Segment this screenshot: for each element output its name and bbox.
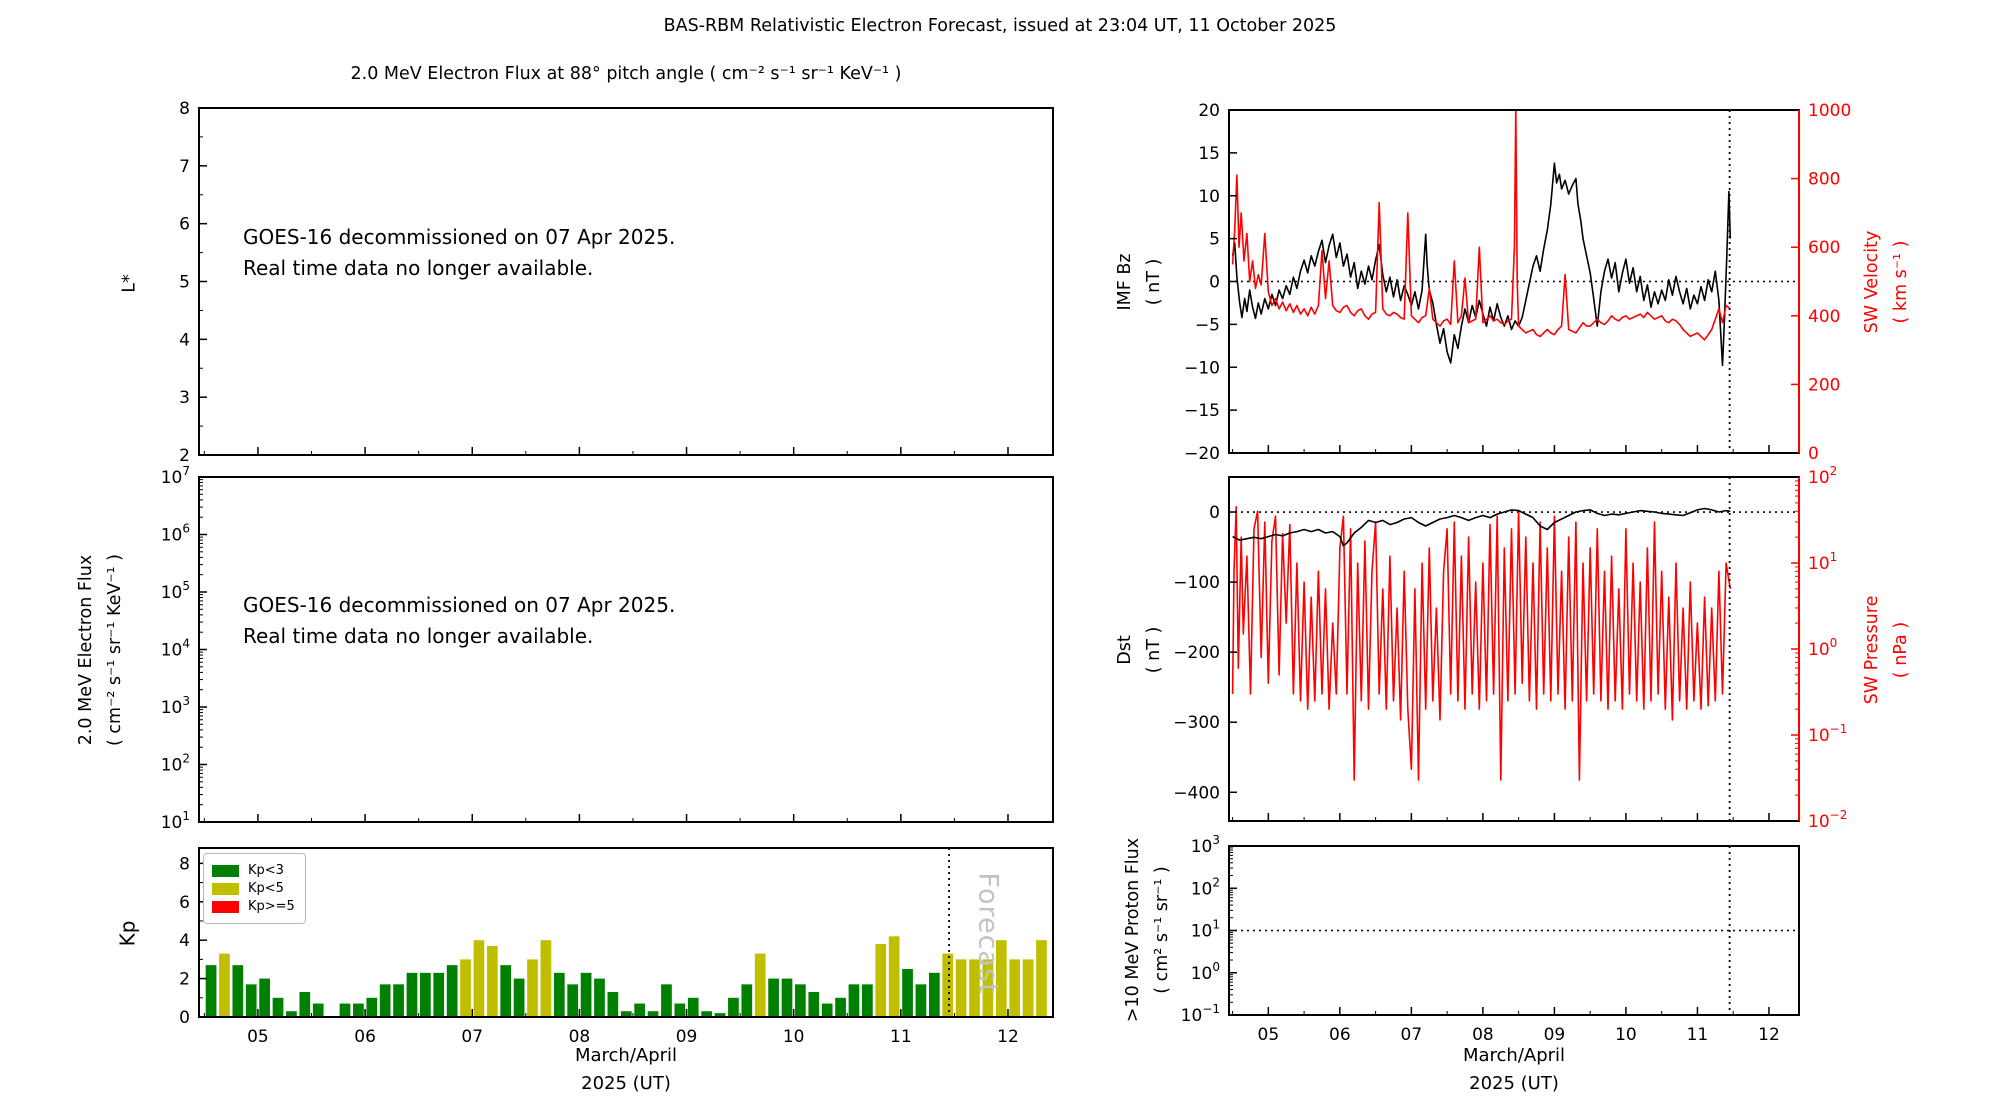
svg-text:12: 12 <box>997 1027 1019 1047</box>
svg-text:8: 8 <box>179 854 190 874</box>
legend-label-kp-ge5: Kp>=5 <box>248 899 295 914</box>
electron-flux-panel-title: 2.0 MeV Electron Flux at 88° pitch angle… <box>350 64 902 84</box>
svg-text:−300: −300 <box>1173 713 1220 733</box>
kp-y-axis-label: Kp <box>115 920 140 947</box>
svg-text:103: 103 <box>1191 833 1220 857</box>
svg-text:10: 10 <box>1198 187 1220 207</box>
svg-text:400: 400 <box>1808 307 1840 327</box>
svg-text:102: 102 <box>1191 875 1220 899</box>
svg-text:09: 09 <box>676 1027 698 1047</box>
proton-x-axis-label: March/April 2025 (UT) <box>1462 1045 1566 1094</box>
svg-text:10−1: 10−1 <box>1181 1002 1220 1026</box>
svg-text:100: 100 <box>1808 636 1837 660</box>
svg-text:106: 106 <box>161 522 190 546</box>
svg-text:101: 101 <box>1808 550 1837 574</box>
legend-swatch-green <box>212 864 239 877</box>
svg-text:0: 0 <box>1808 444 1819 464</box>
legend-swatch-yellow <box>212 882 239 895</box>
svg-text:20: 20 <box>1198 101 1220 121</box>
svg-text:05: 05 <box>1258 1025 1280 1045</box>
svg-text:103: 103 <box>161 694 190 718</box>
svg-text:10: 10 <box>783 1027 805 1047</box>
svg-text:10: 10 <box>1615 1025 1637 1045</box>
svg-text:6: 6 <box>179 893 190 913</box>
svg-text:07: 07 <box>1401 1025 1423 1045</box>
svg-text:102: 102 <box>161 752 190 776</box>
svg-text:08: 08 <box>1472 1025 1494 1045</box>
svg-text:4: 4 <box>179 931 190 951</box>
legend-row-kp-lt3: Kp<3 <box>212 863 295 878</box>
svg-text:8: 8 <box>179 99 190 119</box>
svg-text:101: 101 <box>1191 918 1220 942</box>
svg-text:11: 11 <box>890 1027 912 1047</box>
panel-electron-flux: 107 106 105 104 103 102 101 <box>161 464 1054 833</box>
sw-velocity-y-axis-label: SW Velocity ( km s⁻¹ ) <box>1862 230 1911 334</box>
svg-text:−200: −200 <box>1173 643 1220 663</box>
svg-text:10−2: 10−2 <box>1808 808 1847 832</box>
svg-text:200: 200 <box>1808 375 1840 395</box>
electron-flux-y-axis-label: 2.0 MeV Electron Flux ( cm⁻² s⁻¹ sr⁻¹ Ke… <box>76 554 125 746</box>
imf-bz-y-axis-label: IMF Bz ( nT ) <box>1115 253 1164 311</box>
legend-label-kp-lt5: Kp<5 <box>248 881 284 896</box>
svg-text:07: 07 <box>461 1027 483 1047</box>
goes16-annotation-lstar: GOES-16 decommissioned on 07 Apr 2025. R… <box>243 225 676 280</box>
svg-text:−15: −15 <box>1184 401 1220 421</box>
svg-text:7: 7 <box>179 157 190 177</box>
svg-text:05: 05 <box>247 1027 269 1047</box>
svg-text:800: 800 <box>1808 170 1840 190</box>
svg-text:3: 3 <box>179 388 190 408</box>
svg-text:0: 0 <box>179 1008 190 1028</box>
svg-text:09: 09 <box>1544 1025 1566 1045</box>
svg-text:11: 11 <box>1687 1025 1709 1045</box>
proton-flux-y-axis-label: >10 MeV Proton Flux ( cm² s⁻¹ sr⁻¹ ) <box>1123 837 1172 1023</box>
svg-text:06: 06 <box>1329 1025 1351 1045</box>
svg-text:−100: −100 <box>1173 573 1220 593</box>
panel-dst-sw-pressure: 0 −100 −200 −300 −400 102 101 100 10−1 10−2 <box>1173 464 1847 832</box>
svg-text:15: 15 <box>1198 144 1220 164</box>
goes16-annotation-eflux: GOES-16 decommissioned on 07 Apr 2025. R… <box>243 593 676 648</box>
forecast-watermark: Forecast <box>972 872 1004 995</box>
svg-text:107: 107 <box>161 464 190 488</box>
svg-text:104: 104 <box>161 637 190 661</box>
svg-text:2: 2 <box>179 970 190 990</box>
kp-x-axis-label: March/April 2025 (UT) <box>574 1045 678 1094</box>
panel-kp: 05 06 07 08 09 10 11 12 0 2 4 6 8 <box>179 847 1054 1047</box>
svg-text:101: 101 <box>161 809 190 833</box>
svg-text:10−1: 10−1 <box>1808 722 1847 746</box>
svg-text:12: 12 <box>1758 1025 1780 1045</box>
lstar-y-axis-label: L* <box>119 274 140 293</box>
figure-title: BAS-RBM Relativistic Electron Forecast, … <box>663 16 1337 36</box>
svg-text:2: 2 <box>179 446 190 466</box>
svg-text:1000: 1000 <box>1808 101 1851 121</box>
panel-lstar: 8 7 6 5 4 3 2 <box>179 99 1054 466</box>
svg-text:5: 5 <box>1209 230 1220 250</box>
svg-text:0: 0 <box>1209 273 1220 293</box>
legend-row-kp-lt5: Kp<5 <box>212 881 295 896</box>
legend-label-kp-lt3: Kp<3 <box>248 863 284 878</box>
svg-text:06: 06 <box>354 1027 376 1047</box>
sw-pressure-y-axis-label: SW Pressure ( nPa ) <box>1862 595 1911 705</box>
svg-text:−20: −20 <box>1184 444 1220 464</box>
panel-proton-flux: 05 06 07 08 09 10 11 12 103 102 101 100 10−1 <box>1181 833 1800 1045</box>
svg-text:−400: −400 <box>1173 783 1220 803</box>
svg-text:4: 4 <box>179 330 190 350</box>
svg-text:6: 6 <box>179 215 190 235</box>
svg-text:−5: −5 <box>1195 315 1220 335</box>
svg-text:100: 100 <box>1191 960 1220 984</box>
svg-text:08: 08 <box>569 1027 591 1047</box>
svg-text:0: 0 <box>1209 503 1220 523</box>
legend-row-kp-ge5: Kp>=5 <box>212 899 295 914</box>
panel-imf-sw-velocity: 20 15 10 5 0 −5 −10 −15 −20 1000 800 600 400 200 0 <box>1184 101 1851 464</box>
svg-text:5: 5 <box>179 273 190 293</box>
svg-text:−10: −10 <box>1184 358 1220 378</box>
svg-text:600: 600 <box>1808 238 1840 258</box>
svg-text:102: 102 <box>1808 464 1837 488</box>
svg-text:105: 105 <box>161 579 190 603</box>
legend-swatch-red <box>212 900 239 913</box>
kp-legend: Kp<3 Kp<5 Kp>=5 <box>203 853 306 924</box>
